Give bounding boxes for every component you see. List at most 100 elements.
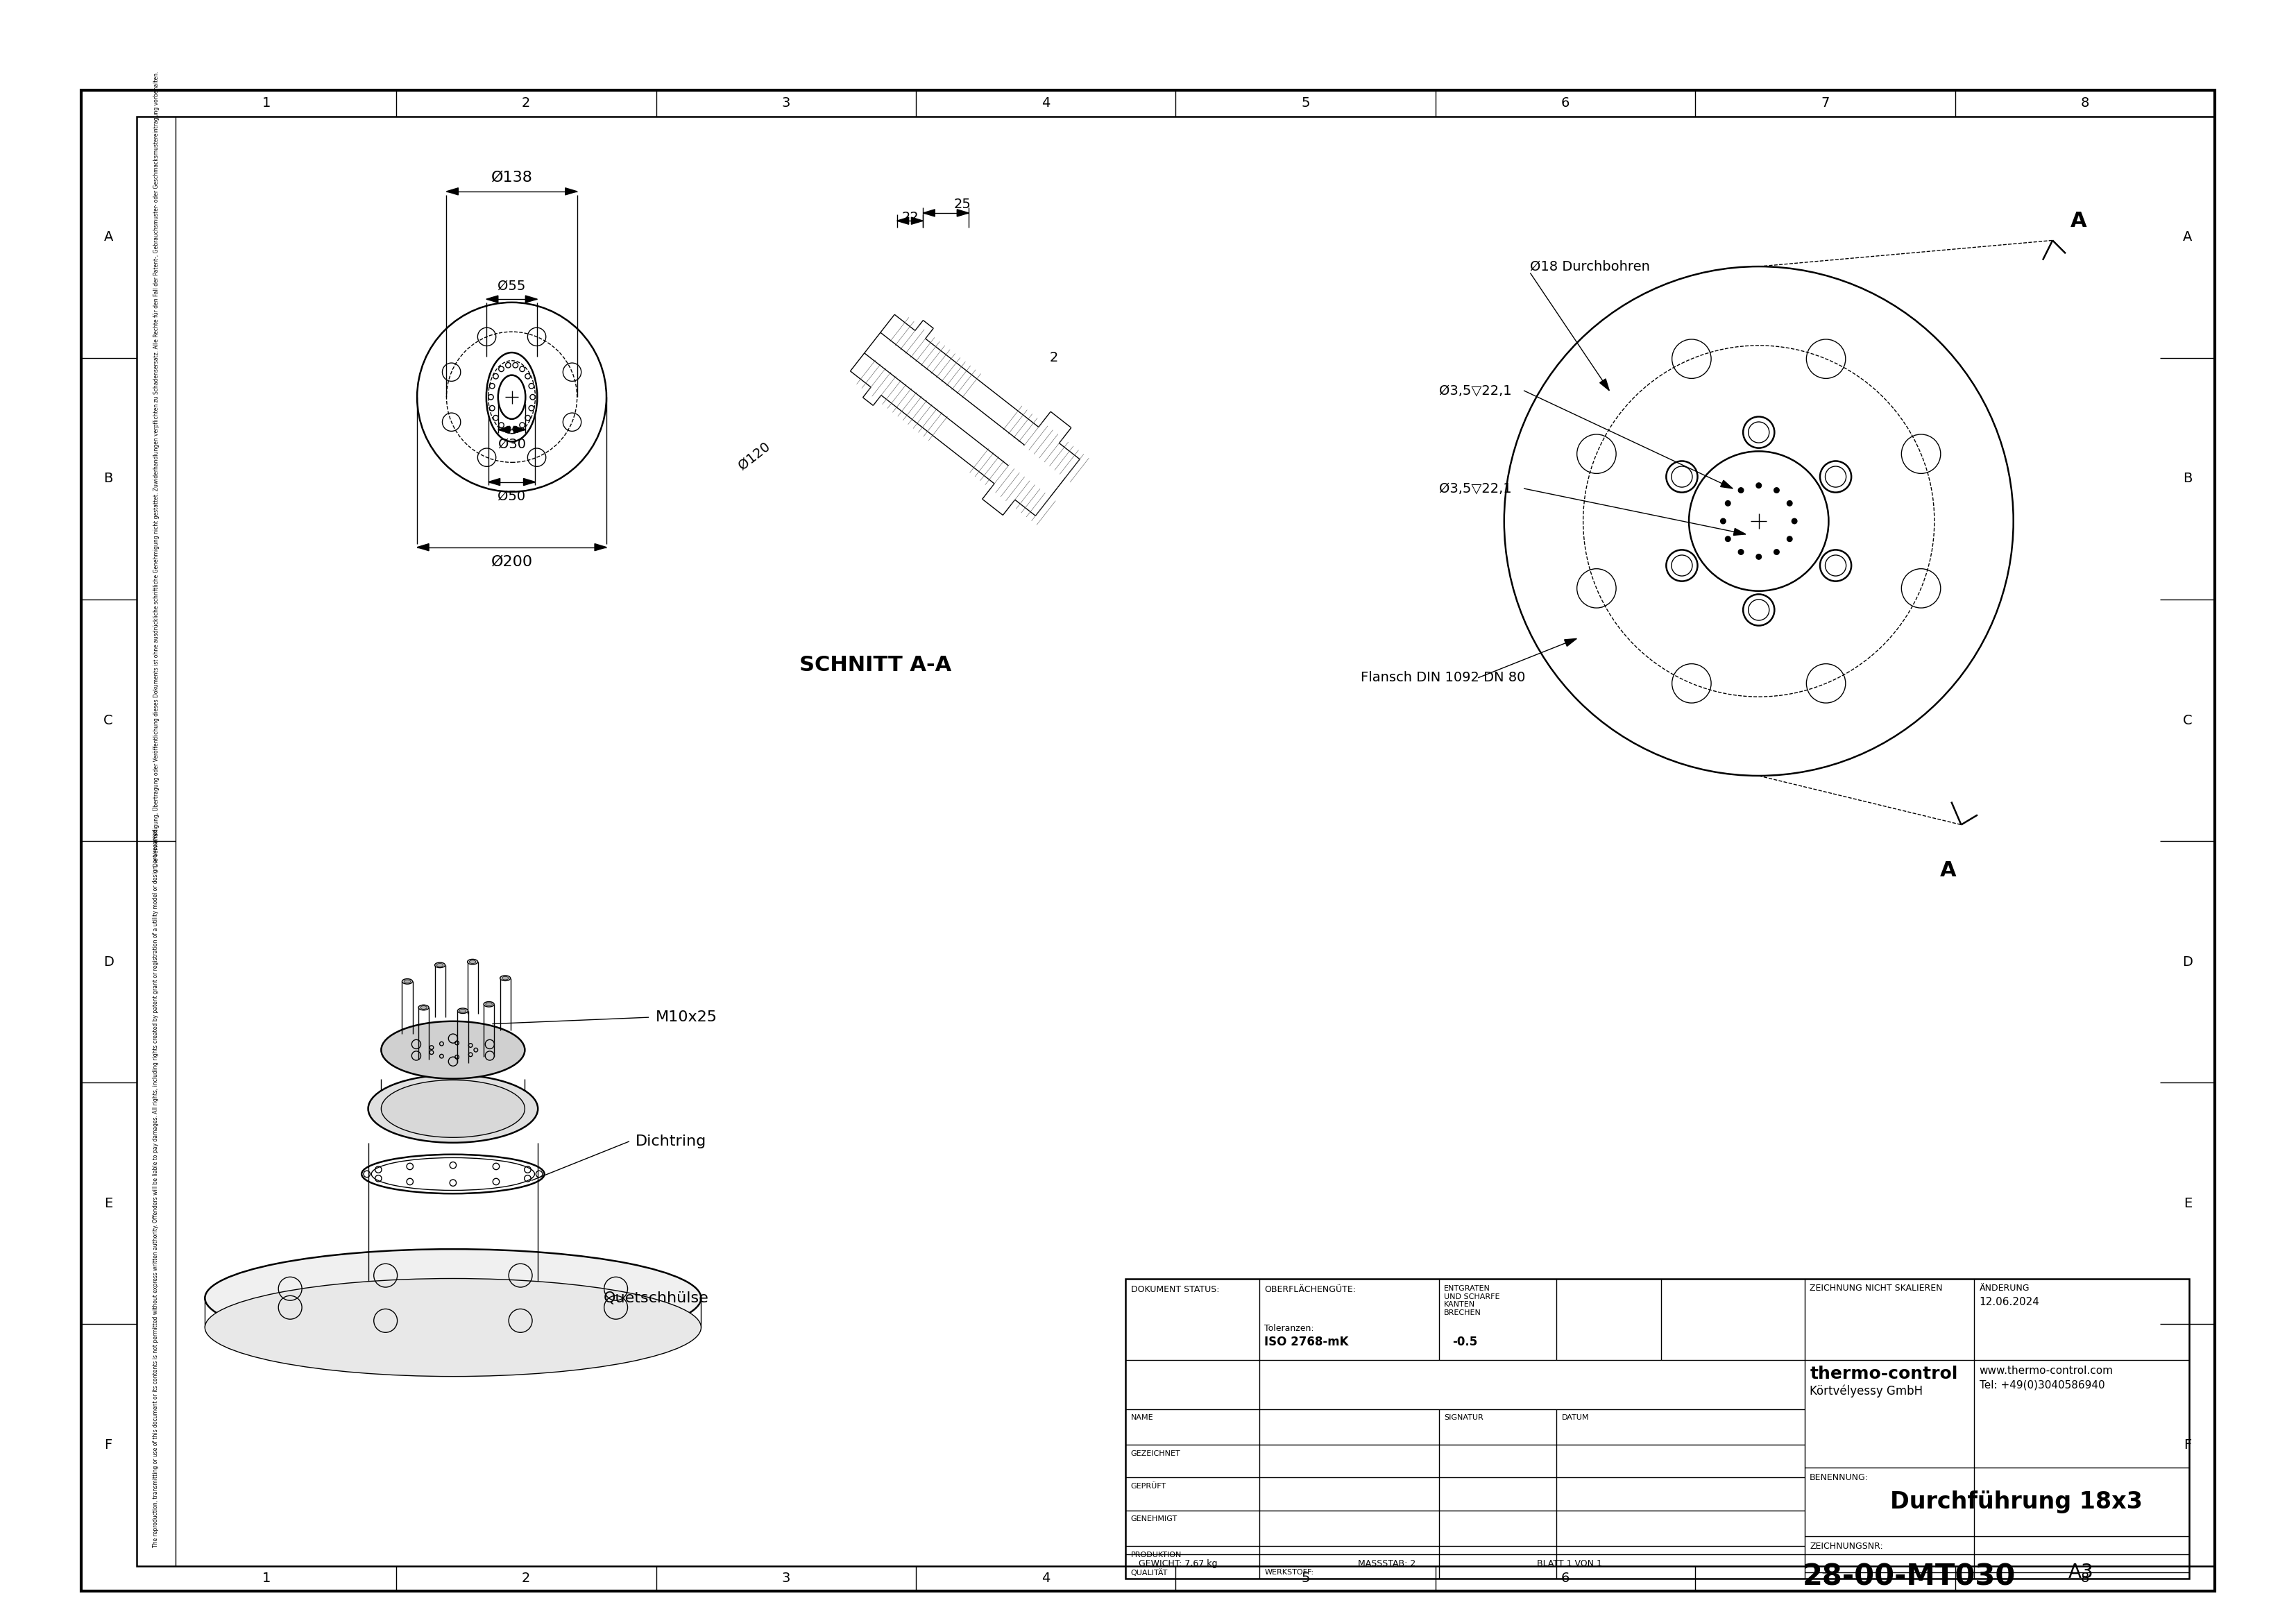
Text: E: E bbox=[103, 1196, 113, 1211]
Text: 1: 1 bbox=[262, 97, 271, 110]
Polygon shape bbox=[489, 479, 501, 485]
Ellipse shape bbox=[434, 962, 445, 967]
Polygon shape bbox=[595, 544, 606, 550]
Polygon shape bbox=[445, 188, 459, 195]
Text: -0.5: -0.5 bbox=[1453, 1336, 1479, 1349]
Text: QUALITÄT: QUALITÄT bbox=[1130, 1569, 1169, 1576]
Circle shape bbox=[1791, 518, 1798, 524]
Text: F: F bbox=[2183, 1438, 2193, 1451]
Circle shape bbox=[1724, 500, 1731, 506]
Text: 28-00-MT030: 28-00-MT030 bbox=[1802, 1563, 2016, 1592]
Ellipse shape bbox=[468, 961, 475, 964]
Polygon shape bbox=[912, 217, 923, 224]
Ellipse shape bbox=[381, 1021, 526, 1079]
Polygon shape bbox=[523, 479, 535, 485]
Ellipse shape bbox=[418, 1005, 429, 1010]
Ellipse shape bbox=[404, 980, 411, 984]
Text: Ø200: Ø200 bbox=[491, 555, 533, 568]
Text: thermo-control: thermo-control bbox=[1809, 1365, 1958, 1381]
Bar bbox=[1125, 1279, 2188, 1579]
Text: B: B bbox=[103, 472, 113, 485]
Text: A3: A3 bbox=[2069, 1563, 2094, 1582]
Polygon shape bbox=[957, 209, 969, 216]
Circle shape bbox=[1738, 549, 1743, 555]
Circle shape bbox=[1775, 549, 1779, 555]
Ellipse shape bbox=[420, 1006, 427, 1010]
Ellipse shape bbox=[457, 1008, 468, 1013]
Ellipse shape bbox=[487, 1003, 491, 1006]
Text: 2: 2 bbox=[521, 1571, 530, 1584]
Text: Quetschhülse: Quetschhülse bbox=[604, 1292, 709, 1305]
Text: E: E bbox=[2183, 1196, 2193, 1211]
Text: SIGNATUR: SIGNATUR bbox=[1444, 1414, 1483, 1422]
Ellipse shape bbox=[204, 1279, 700, 1376]
Text: GEPRÜFT: GEPRÜFT bbox=[1130, 1483, 1166, 1490]
Polygon shape bbox=[923, 209, 934, 216]
Text: ISO 2768-mK: ISO 2768-mK bbox=[1265, 1336, 1348, 1349]
Ellipse shape bbox=[459, 1010, 466, 1013]
Text: A: A bbox=[103, 230, 113, 243]
Ellipse shape bbox=[501, 975, 510, 980]
Text: DATUM: DATUM bbox=[1561, 1414, 1589, 1422]
Text: 12.06.2024: 12.06.2024 bbox=[1979, 1297, 2039, 1307]
Text: Dichtring: Dichtring bbox=[636, 1134, 707, 1149]
Text: BLATT 1 VON 1: BLATT 1 VON 1 bbox=[1536, 1560, 1603, 1568]
Text: Ø3,5▽22,1: Ø3,5▽22,1 bbox=[1440, 482, 1511, 495]
Polygon shape bbox=[1600, 378, 1609, 391]
Text: GENEHMIGT: GENEHMIGT bbox=[1130, 1516, 1178, 1522]
Text: Die Vervielfältigung, Übertragung oder Veröffentlichung dieses Dokuments ist ohn: Die Vervielfältigung, Übertragung oder V… bbox=[152, 71, 158, 867]
Text: 25: 25 bbox=[953, 198, 971, 211]
Ellipse shape bbox=[367, 1074, 537, 1143]
Circle shape bbox=[1756, 484, 1761, 489]
Circle shape bbox=[1786, 536, 1793, 542]
Polygon shape bbox=[565, 188, 576, 195]
Text: MASSSTAB: 2: MASSSTAB: 2 bbox=[1357, 1560, 1417, 1568]
Text: Toleranzen:: Toleranzen: bbox=[1265, 1324, 1313, 1332]
Circle shape bbox=[1720, 518, 1727, 524]
Text: GEZEICHNET: GEZEICHNET bbox=[1130, 1451, 1180, 1457]
Circle shape bbox=[1775, 487, 1779, 493]
Polygon shape bbox=[498, 427, 510, 433]
Circle shape bbox=[1724, 536, 1731, 542]
Text: 1: 1 bbox=[262, 1571, 271, 1584]
Polygon shape bbox=[526, 295, 537, 302]
Text: A: A bbox=[2071, 211, 2087, 230]
Text: Ø18 Durchbohren: Ø18 Durchbohren bbox=[1529, 260, 1651, 273]
Polygon shape bbox=[1720, 480, 1733, 489]
Text: 4: 4 bbox=[1042, 97, 1049, 110]
Text: A: A bbox=[2183, 230, 2193, 243]
Text: 4: 4 bbox=[1042, 1571, 1049, 1584]
Text: D: D bbox=[103, 956, 113, 969]
Text: 22: 22 bbox=[902, 211, 918, 224]
Text: 6: 6 bbox=[1561, 97, 1570, 110]
Text: 8: 8 bbox=[2080, 97, 2089, 110]
Text: Ø120: Ø120 bbox=[737, 440, 774, 472]
Text: 7: 7 bbox=[1821, 1571, 1830, 1584]
Ellipse shape bbox=[436, 964, 443, 967]
Text: Ø30: Ø30 bbox=[498, 438, 526, 451]
Text: www.thermo-control.com: www.thermo-control.com bbox=[1979, 1365, 2112, 1376]
Polygon shape bbox=[514, 427, 526, 433]
Text: Flansch DIN 1092 DN 80: Flansch DIN 1092 DN 80 bbox=[1362, 672, 1525, 685]
Text: 2: 2 bbox=[1049, 351, 1058, 365]
Ellipse shape bbox=[204, 1250, 700, 1347]
Ellipse shape bbox=[503, 977, 507, 980]
Text: BENENNUNG:: BENENNUNG: bbox=[1809, 1474, 1869, 1482]
Polygon shape bbox=[1733, 529, 1745, 536]
Text: 6: 6 bbox=[1561, 1571, 1570, 1584]
Text: Ø3,5▽22,1: Ø3,5▽22,1 bbox=[1440, 385, 1511, 398]
Circle shape bbox=[1756, 553, 1761, 560]
Ellipse shape bbox=[468, 959, 478, 964]
Text: NAME: NAME bbox=[1130, 1414, 1153, 1422]
Text: Ø50: Ø50 bbox=[498, 490, 526, 503]
Text: C: C bbox=[103, 714, 113, 727]
Circle shape bbox=[1738, 487, 1743, 493]
Text: D: D bbox=[2183, 956, 2193, 969]
Text: 8: 8 bbox=[2080, 1571, 2089, 1584]
Text: A: A bbox=[1940, 860, 1956, 881]
Circle shape bbox=[1786, 500, 1793, 506]
Text: 5: 5 bbox=[1302, 1571, 1311, 1584]
Polygon shape bbox=[1564, 638, 1577, 646]
Text: Durchführung 18x3: Durchführung 18x3 bbox=[1890, 1490, 2142, 1514]
Ellipse shape bbox=[484, 1001, 494, 1006]
